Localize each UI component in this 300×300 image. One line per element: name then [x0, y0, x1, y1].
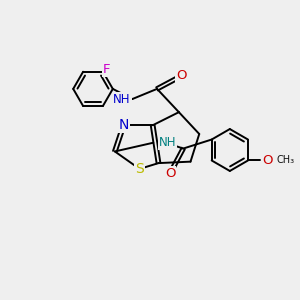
Text: NH: NH — [113, 93, 131, 106]
Text: O: O — [165, 167, 175, 180]
Text: S: S — [135, 162, 144, 176]
Text: NH: NH — [158, 136, 176, 149]
Text: N: N — [118, 118, 129, 132]
Text: O: O — [176, 69, 187, 82]
Text: O: O — [262, 154, 273, 167]
Text: CH₃: CH₃ — [276, 155, 294, 166]
Text: F: F — [103, 63, 110, 76]
